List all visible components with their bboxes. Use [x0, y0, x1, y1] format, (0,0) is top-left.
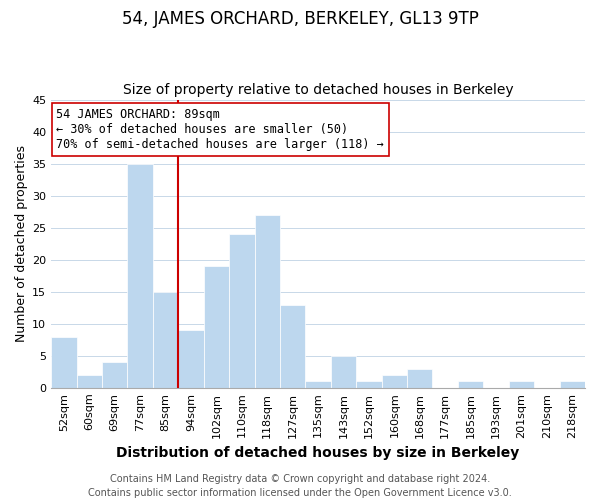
Text: Contains HM Land Registry data © Crown copyright and database right 2024.
Contai: Contains HM Land Registry data © Crown c…	[88, 474, 512, 498]
Bar	[356, 382, 382, 388]
Bar	[331, 356, 356, 388]
Bar	[382, 375, 407, 388]
Text: 54, JAMES ORCHARD, BERKELEY, GL13 9TP: 54, JAMES ORCHARD, BERKELEY, GL13 9TP	[122, 10, 478, 28]
Bar	[407, 368, 433, 388]
Bar	[560, 382, 585, 388]
Bar	[102, 362, 127, 388]
Bar	[509, 382, 534, 388]
X-axis label: Distribution of detached houses by size in Berkeley: Distribution of detached houses by size …	[116, 446, 520, 460]
Bar	[254, 215, 280, 388]
Bar	[280, 304, 305, 388]
Bar	[127, 164, 153, 388]
Bar	[153, 292, 178, 388]
Bar	[203, 266, 229, 388]
Title: Size of property relative to detached houses in Berkeley: Size of property relative to detached ho…	[123, 83, 514, 97]
Bar	[77, 375, 102, 388]
Text: 54 JAMES ORCHARD: 89sqm
← 30% of detached houses are smaller (50)
70% of semi-de: 54 JAMES ORCHARD: 89sqm ← 30% of detache…	[56, 108, 384, 151]
Bar	[305, 382, 331, 388]
Bar	[51, 336, 77, 388]
Bar	[178, 330, 203, 388]
Bar	[229, 234, 254, 388]
Y-axis label: Number of detached properties: Number of detached properties	[15, 145, 28, 342]
Bar	[458, 382, 484, 388]
